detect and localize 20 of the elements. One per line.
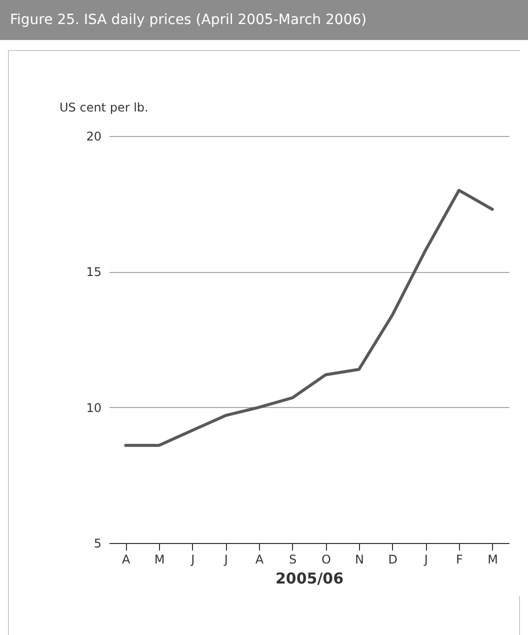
y-tick-label: 20 xyxy=(86,130,102,144)
y-axis-title: US cent per lb. xyxy=(60,100,148,114)
y-tick-label: 5 xyxy=(94,536,102,550)
x-tick-label: J xyxy=(423,552,428,566)
x-tick-label: D xyxy=(388,552,398,566)
x-tick-label: S xyxy=(289,552,297,566)
y-tick-label: 10 xyxy=(86,400,102,415)
x-tick-label: N xyxy=(355,552,364,566)
x-axis-title: 2005/06 xyxy=(275,570,344,588)
x-tick-label: M xyxy=(488,552,498,566)
x-tick-label: A xyxy=(255,552,264,566)
x-tick-label: O xyxy=(321,552,331,566)
x-tick-label: J xyxy=(190,552,195,566)
x-tick-label: M xyxy=(154,552,165,566)
chart-title: Figure 25. ISA daily prices (April 2005-March 2006) xyxy=(0,0,528,40)
x-tick-label: J xyxy=(223,552,228,566)
line-series xyxy=(124,188,494,447)
x-tick-label: A xyxy=(122,552,132,566)
y-tick-label: 15 xyxy=(86,265,102,280)
x-tick-label: F xyxy=(456,552,464,566)
